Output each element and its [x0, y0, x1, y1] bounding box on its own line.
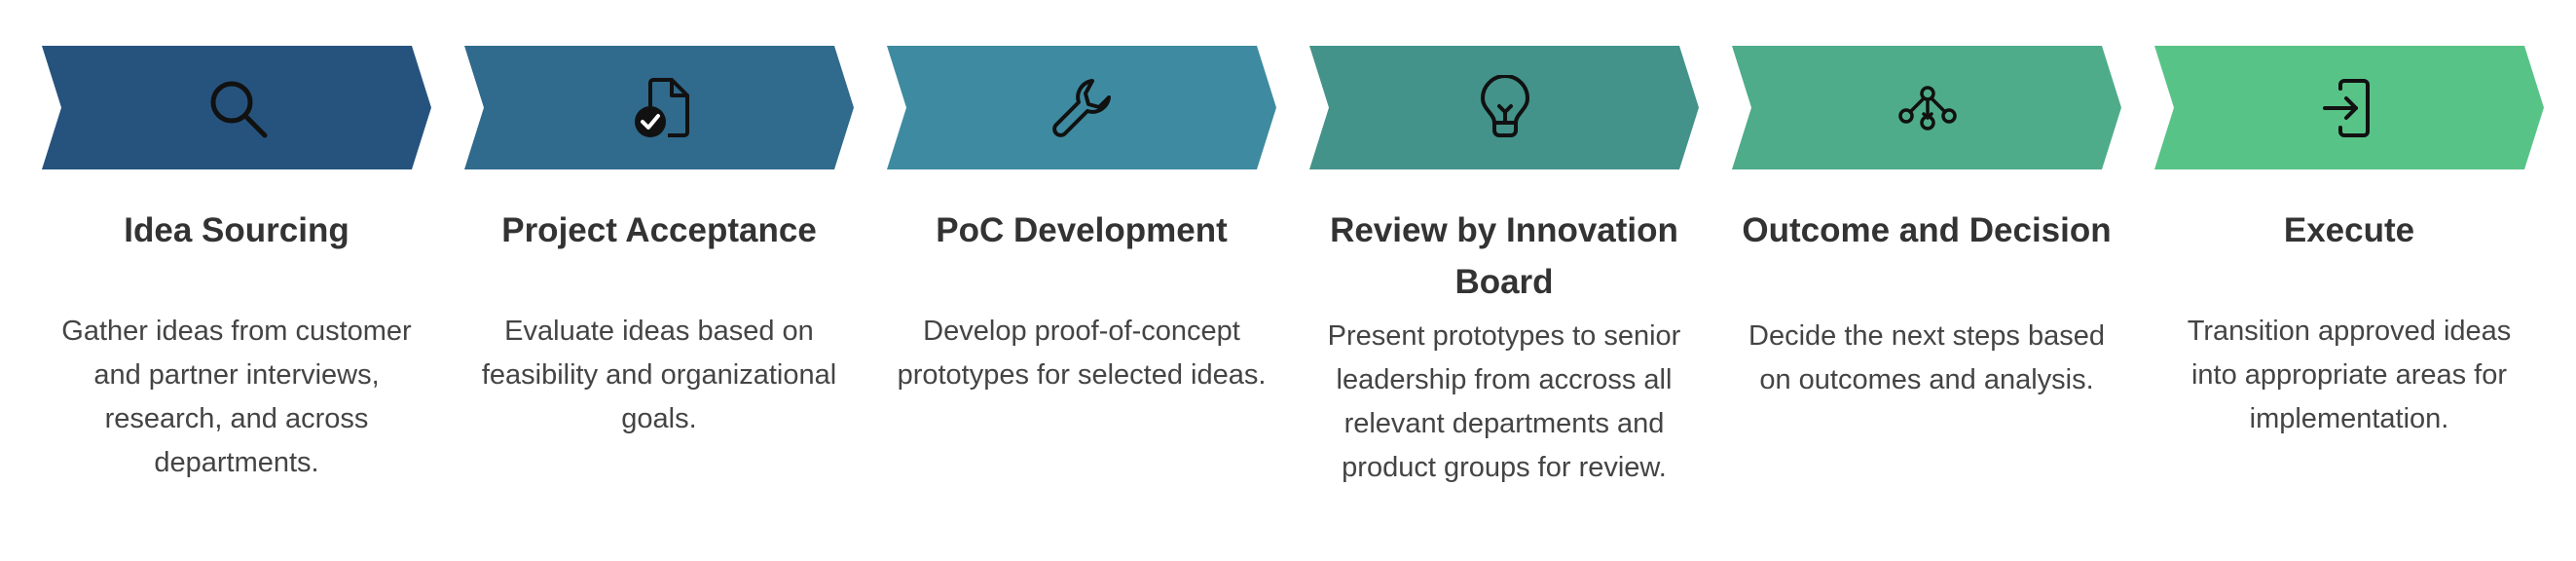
step-chevron — [42, 46, 431, 169]
wrench-icon — [1049, 75, 1116, 141]
lightbulb-icon — [1472, 75, 1538, 141]
sign-in-icon — [2317, 75, 2383, 141]
step-poc-development: PoC Development Develop proof-of-concept… — [887, 0, 1315, 561]
step-title: Outcome and Decision — [1742, 211, 2112, 249]
step-title: Review by Innovation Board — [1330, 211, 1678, 301]
step-description: Present prototypes to senior leadership … — [1327, 320, 1681, 483]
step-title: Idea Sourcing — [124, 211, 350, 249]
step-outcome-and-decision: Outcome and Decision Decide the next ste… — [1732, 0, 2160, 561]
step-description: Transition approved ideas into appropria… — [2187, 316, 2512, 434]
step-idea-sourcing: Idea Sourcing Gather ideas from customer… — [42, 0, 470, 561]
step-description: Gather ideas from customer and partner i… — [61, 316, 412, 478]
step-chevron — [887, 46, 1276, 169]
step-description: Evaluate ideas based on feasibility and … — [481, 316, 837, 434]
step-chevron — [464, 46, 854, 169]
step-review-by-innovation-board: Review by Innovation Board Present proto… — [1309, 0, 1738, 561]
step-description: Develop proof-of-concept prototypes for … — [897, 316, 1267, 391]
step-title: PoC Development — [936, 211, 1228, 249]
step-title: Execute — [2283, 211, 2415, 249]
step-description: Decide the next steps based on outcomes … — [1748, 320, 2105, 395]
decision-tree-icon — [1895, 75, 1961, 141]
step-project-acceptance: Project Acceptance Evaluate ideas based … — [464, 0, 893, 561]
magnifying-glass-icon — [204, 75, 271, 141]
document-check-icon — [627, 75, 693, 141]
step-title: Project Acceptance — [501, 211, 817, 249]
step-execute: Execute Transition approved ideas into a… — [2154, 0, 2576, 561]
step-chevron — [1309, 46, 1699, 169]
